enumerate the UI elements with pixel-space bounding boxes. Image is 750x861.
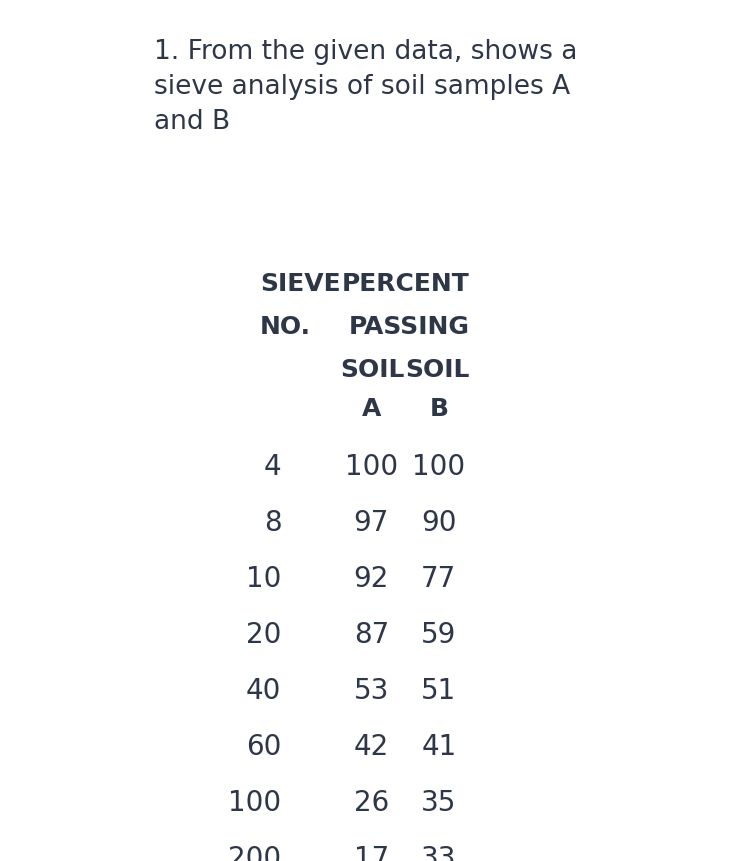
Text: 53: 53 <box>353 676 389 703</box>
Text: 77: 77 <box>422 564 456 592</box>
Text: 100: 100 <box>228 788 281 815</box>
Text: 100: 100 <box>413 452 465 480</box>
Text: 42: 42 <box>354 732 389 759</box>
Text: PERCENT: PERCENT <box>341 271 469 295</box>
Text: 59: 59 <box>421 620 457 647</box>
Text: 4: 4 <box>264 452 281 480</box>
Text: NO.: NO. <box>260 314 311 338</box>
Text: 90: 90 <box>421 508 457 536</box>
Text: 41: 41 <box>422 732 456 759</box>
Text: 35: 35 <box>421 788 457 815</box>
Text: 10: 10 <box>246 564 281 592</box>
Text: 200: 200 <box>228 844 281 861</box>
Text: 51: 51 <box>422 676 456 703</box>
Text: 17: 17 <box>354 844 389 861</box>
Text: 97: 97 <box>353 508 389 536</box>
Text: 100: 100 <box>345 452 398 480</box>
Text: A: A <box>362 396 381 420</box>
Text: 33: 33 <box>421 844 457 861</box>
Text: 40: 40 <box>246 676 281 703</box>
Text: B: B <box>429 396 448 420</box>
Text: 1. From the given data, shows a
sieve analysis of soil samples A
and B: 1. From the given data, shows a sieve an… <box>154 39 578 134</box>
Text: 87: 87 <box>354 620 389 647</box>
Text: 20: 20 <box>246 620 281 647</box>
Text: 92: 92 <box>353 564 389 592</box>
Text: PASSING: PASSING <box>349 314 470 338</box>
Text: SIEVE: SIEVE <box>261 271 341 295</box>
Text: 8: 8 <box>264 508 281 536</box>
Text: 60: 60 <box>246 732 281 759</box>
Text: SOIL: SOIL <box>405 357 470 381</box>
Text: SOIL: SOIL <box>340 357 405 381</box>
Text: 26: 26 <box>354 788 389 815</box>
